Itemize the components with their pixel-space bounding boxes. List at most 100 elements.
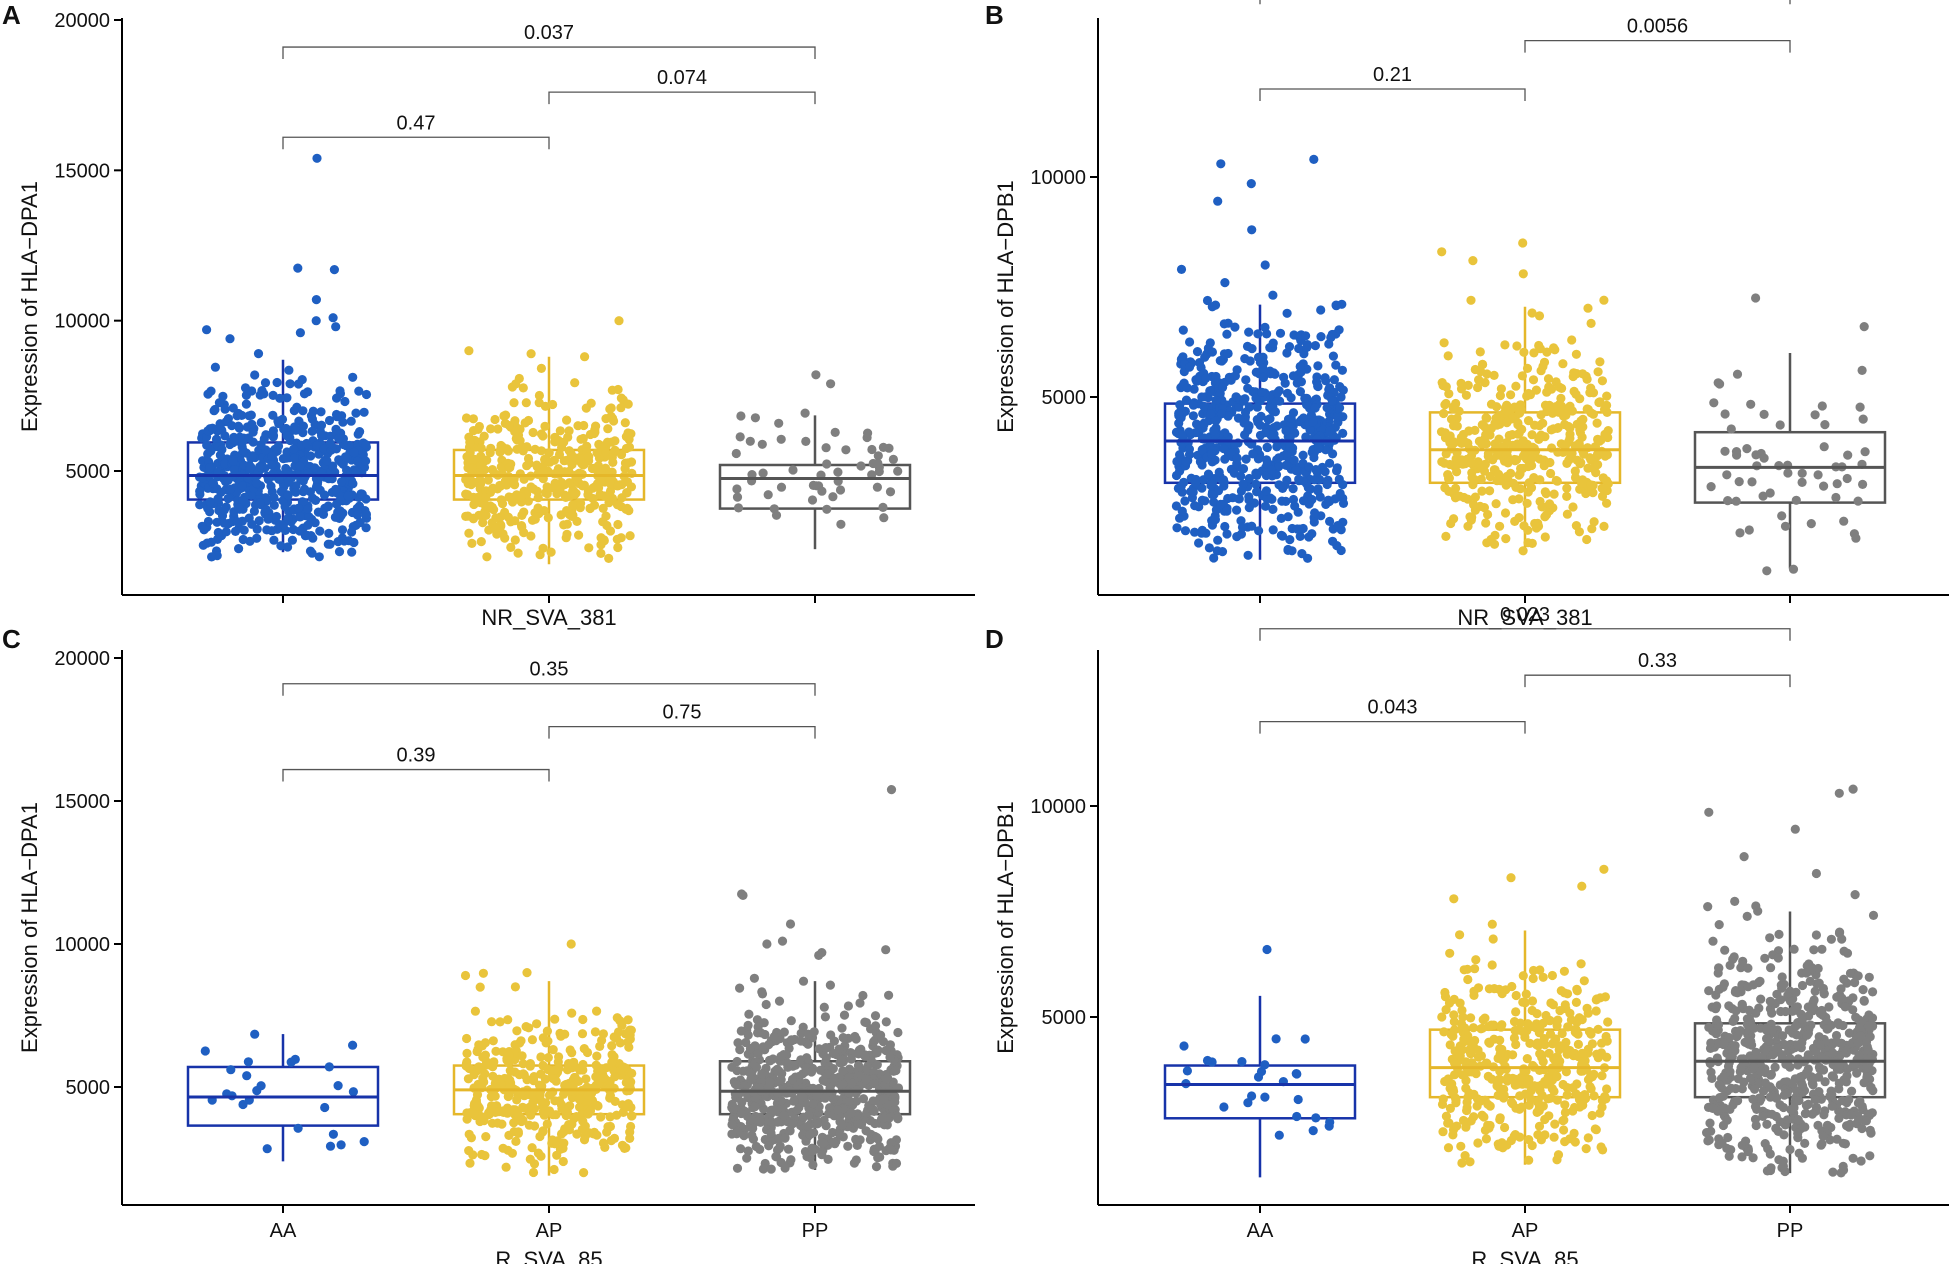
point-AA (1210, 515, 1220, 525)
point-PP (1759, 453, 1769, 463)
point-AP (1489, 370, 1499, 380)
point-AP (1545, 457, 1555, 468)
point-AP (1511, 1039, 1521, 1050)
x-axis-title: NR_SVA_381 (1457, 605, 1592, 630)
point-AP (1565, 433, 1575, 443)
point-PP (1817, 1139, 1827, 1149)
point-AP (1470, 964, 1480, 974)
panel-tag: B (985, 0, 1004, 30)
point-PP (1748, 1023, 1759, 1033)
point-AP (522, 968, 532, 978)
point-PP (789, 1096, 799, 1106)
point-PP (1801, 968, 1811, 978)
point-AA (338, 417, 348, 427)
point-AP (526, 482, 536, 492)
point-PP (1815, 1040, 1825, 1050)
point-AP (584, 543, 594, 553)
point-PP (1720, 446, 1730, 456)
point-AP (1552, 1095, 1562, 1105)
point-AA (332, 499, 342, 509)
point-PP (807, 495, 818, 505)
point-PP (812, 1091, 822, 1101)
point-AP (498, 1107, 509, 1117)
group-AA (1163, 944, 1357, 1178)
point-AP (621, 1102, 631, 1112)
point-AP (1474, 375, 1484, 385)
point-PP (1724, 1001, 1734, 1011)
point-PP (1819, 442, 1829, 452)
point-PP (1758, 1086, 1769, 1096)
point-PP (1767, 1008, 1777, 1018)
point-AP (535, 1131, 545, 1142)
point-PP (739, 1131, 749, 1141)
point-AP (1445, 1083, 1455, 1093)
point-AP (1466, 1116, 1476, 1126)
point-PP (812, 1119, 823, 1129)
point-AP (1586, 318, 1596, 328)
point-PP (783, 1144, 794, 1154)
point-PP (825, 1103, 835, 1113)
point-AP (586, 398, 596, 408)
point-AA (1220, 278, 1230, 288)
point-AA (337, 477, 347, 487)
point-PP (1848, 1153, 1858, 1163)
point-PP (1749, 1062, 1759, 1073)
point-PP (735, 1045, 745, 1055)
point-AP (1512, 341, 1522, 351)
point-PP (1760, 1139, 1770, 1149)
point-PP (1719, 1038, 1729, 1048)
point-AP (1577, 881, 1587, 891)
point-AP (1547, 970, 1557, 981)
point-AA (311, 482, 322, 492)
point-AP (626, 1025, 636, 1035)
point-AA (1295, 531, 1305, 542)
point-AP (592, 1051, 602, 1061)
point-PP (759, 1018, 769, 1028)
point-PP (757, 989, 768, 999)
point-AA (293, 503, 304, 513)
point-PP (738, 890, 748, 901)
point-AP (509, 398, 519, 408)
point-PP (766, 1164, 776, 1174)
point-PP (1853, 1038, 1863, 1048)
point-AP (1457, 1070, 1467, 1080)
point-AA (291, 425, 301, 435)
point-AP (1569, 1102, 1580, 1113)
point-AA (283, 514, 293, 524)
point-AP (1560, 1137, 1570, 1147)
point-PP (1858, 479, 1868, 489)
point-AA (262, 525, 272, 535)
point-AP (1450, 1058, 1460, 1068)
point-AA (1325, 458, 1335, 468)
point-AP (461, 413, 472, 423)
point-AA (1182, 383, 1192, 393)
point-AP (1565, 1008, 1575, 1018)
point-AA (335, 386, 345, 396)
point-PP (735, 983, 745, 993)
point-AP (499, 411, 509, 421)
point-AP (481, 493, 491, 503)
comparison-AA-AP: 0.21 (1259, 64, 1526, 101)
point-AA (282, 431, 292, 441)
point-PP (1743, 963, 1753, 973)
point-AP (516, 521, 527, 531)
point-AP (1532, 1009, 1542, 1019)
point-PP (1750, 1102, 1761, 1112)
point-AP (1449, 1025, 1460, 1035)
point-PP (841, 445, 851, 455)
comparison-AP-PP: 0.0056 (1524, 16, 1791, 53)
point-AP (542, 1026, 553, 1036)
point-AP (1500, 1122, 1510, 1133)
point-AA (308, 406, 318, 416)
point-AA (1207, 302, 1217, 312)
point-AP (1531, 1023, 1541, 1033)
point-AP (567, 1008, 577, 1018)
point-AP (509, 1118, 519, 1128)
point-PP (1771, 1123, 1781, 1133)
point-AA (234, 544, 244, 554)
point-AP (1602, 498, 1612, 508)
point-AA (1291, 1069, 1301, 1079)
point-PP (1765, 1149, 1775, 1159)
point-PP (1844, 1095, 1854, 1105)
point-AP (1478, 1015, 1488, 1025)
